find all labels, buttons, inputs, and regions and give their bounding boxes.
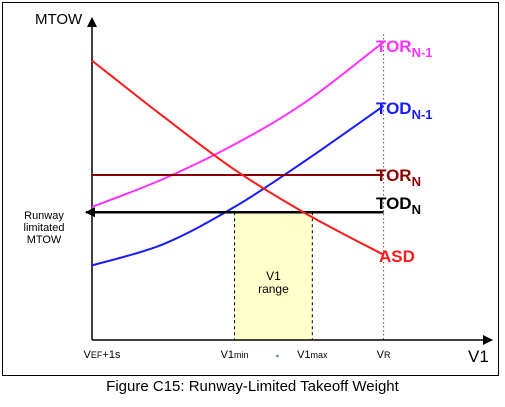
green-dot-mark [276,354,279,358]
y-axis-label: MTOW [35,11,83,28]
tick-label-vr: VR [377,349,391,361]
tick-label-vef: VEF+1s [84,349,121,361]
series-label-asd: ASD [379,247,415,266]
series-line-asd [91,59,385,256]
runway-limited-mtow-label: Runway limitated MTOW [24,210,65,246]
tick-label-v1min: V1min [221,349,249,361]
series-label-tod_n: TODN [376,194,421,217]
series-line-tod_n1 [91,105,385,267]
series-label-tor_n: TORN [376,166,421,189]
v1-range-box [234,212,313,340]
figure-caption: Figure C15: Runway-Limited Takeoff Weigh… [106,378,399,395]
series-label-tor_n1: TORN-1 [376,37,433,60]
series-line-tor_n1 [91,41,385,208]
series-label-tod_n1: TODN-1 [376,99,433,122]
v1-range-label: V1 range [258,269,289,296]
x-axis-label: V1 [468,347,489,366]
chart-canvas: MTOW V1 VEF+1s V1min V1max VR TORN-1 TODN-1 TORN… [24,11,493,366]
tick-label-v1max: V1max [297,349,328,361]
